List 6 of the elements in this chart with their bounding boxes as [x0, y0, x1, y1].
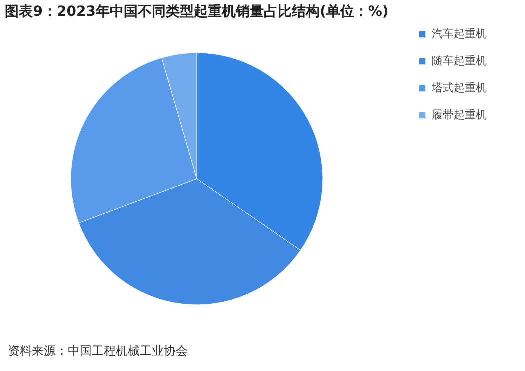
legend-label: 随车起重机 — [432, 54, 487, 68]
text: 资料来源：中国工程机械工业协会 — [8, 343, 188, 360]
legend-label: 汽车起重机 — [432, 28, 487, 40]
chart-title: 图表9：2023年中国不同类型起重机销量占比结构(单位：%) — [5, 4, 389, 20]
legend-label: 履带起重机 — [432, 108, 487, 122]
legend-label: 塔式起重机 — [431, 82, 487, 94]
